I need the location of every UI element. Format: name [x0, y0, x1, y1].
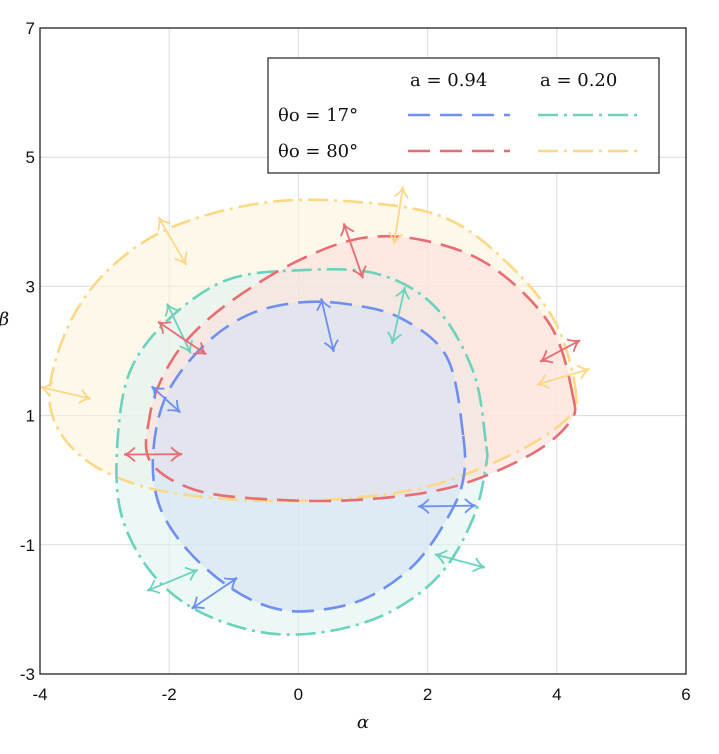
legend-samples	[408, 113, 640, 153]
arrow-head	[434, 549, 448, 565]
arrow-head	[150, 385, 165, 400]
tick-labels: -4 -2 0 2 4 6 -3 -1 1 3 5 7	[20, 19, 691, 704]
arrow-head	[78, 389, 92, 404]
arrow-shaft	[191, 577, 238, 610]
arrow-head	[174, 251, 188, 266]
arrow-head	[464, 498, 477, 514]
x-tick-label: 2	[423, 685, 432, 704]
legend-box	[267, 57, 660, 174]
arrow-s20_17	[434, 549, 486, 573]
region-fills	[49, 199, 577, 635]
x-tick-label: 0	[294, 685, 303, 704]
x-axis-label: α	[357, 712, 369, 733]
arrow-head	[157, 321, 172, 334]
arrow-head	[191, 596, 205, 610]
y-tick-label: -3	[20, 665, 35, 684]
arrow-s94_17	[316, 298, 339, 353]
legend-col-header-a094: a = 0.94	[410, 70, 487, 91]
arrow-head	[192, 342, 207, 356]
y-tick-label: 7	[26, 19, 35, 38]
arrow-shaft	[157, 321, 207, 356]
arrow-s20_17	[164, 303, 194, 354]
arrow-head	[417, 498, 430, 514]
arrow-head	[388, 231, 404, 245]
curve-s94_17	[151, 300, 467, 613]
y-tick-label: -1	[20, 536, 35, 555]
arrow-head	[576, 364, 590, 380]
arrow-s20_80	[40, 382, 92, 404]
arrow-s94_80	[539, 338, 581, 364]
arrow-shaft	[539, 339, 581, 363]
arrow-shaft	[151, 385, 181, 414]
arrow-shaft	[391, 286, 406, 345]
arrow-head	[395, 286, 411, 300]
y-tick-label: 1	[26, 407, 35, 426]
arrow-head	[339, 223, 355, 237]
arrow-head	[179, 339, 194, 354]
arrow-head	[472, 557, 486, 573]
arrow-head	[146, 579, 161, 594]
arrow-s20_80	[536, 364, 590, 389]
arrow-shaft	[434, 553, 486, 569]
y-tick-label: 3	[26, 277, 35, 296]
arrow-head	[393, 186, 409, 200]
arrow-shaft	[417, 504, 477, 508]
arrow-s20_80	[157, 216, 188, 266]
arrow-s20_17	[146, 566, 199, 594]
curve-s20_17	[115, 267, 489, 636]
arrow-shaft	[320, 298, 335, 353]
arrow-shaft	[166, 303, 192, 354]
legend-row-header-17: θo = 17°	[278, 105, 358, 126]
arrow-head	[316, 298, 331, 312]
arrow-head	[123, 446, 136, 463]
arrow-shaft	[536, 368, 590, 386]
arrow-s20_17	[386, 286, 411, 345]
arrow-shaft	[393, 186, 404, 245]
y-axis-label: β	[0, 309, 9, 330]
arrow-s94_80	[339, 223, 367, 279]
arrow-head	[167, 399, 181, 414]
arrow-head	[539, 350, 554, 364]
arrow-head	[184, 566, 199, 581]
fill-s94_17	[152, 301, 466, 612]
plot-frame	[39, 27, 687, 675]
arrow-s94_80	[123, 446, 183, 463]
legend: a = 0.94 a = 0.20 θo = 17° θo = 80°	[267, 57, 660, 174]
arrow-shaft	[342, 223, 364, 279]
arrow-markers	[40, 186, 590, 610]
arrow-s94_17	[417, 498, 477, 514]
arrow-head	[386, 331, 402, 345]
arrow-head	[536, 374, 550, 389]
arrow-head	[223, 577, 238, 590]
arrow-head	[170, 446, 183, 462]
arrow-head	[352, 265, 367, 279]
x-tick-label: -4	[32, 685, 47, 704]
legend-row-header-80: θo = 80°	[278, 141, 358, 162]
arrow-shaft	[157, 217, 188, 266]
arrow-head	[40, 382, 54, 397]
legend-col-header-a020: a = 0.20	[540, 70, 617, 91]
x-tick-label: 6	[681, 685, 690, 704]
arrow-head	[164, 303, 179, 317]
arrow-head	[157, 216, 171, 231]
x-tick-label: 4	[552, 685, 561, 704]
y-tick-label: 5	[26, 148, 35, 167]
curve-s20_80	[48, 198, 578, 503]
arrow-head	[323, 339, 339, 353]
arrow-s94_17	[150, 385, 181, 414]
arrow-shaft	[40, 386, 92, 400]
arrow-s94_17	[191, 577, 238, 610]
x-tick-label: -2	[162, 685, 177, 704]
arrow-s20_80	[388, 186, 409, 245]
arrow-head	[566, 338, 581, 352]
arrow-shaft	[146, 568, 199, 592]
arrow-s94_80	[157, 321, 207, 356]
